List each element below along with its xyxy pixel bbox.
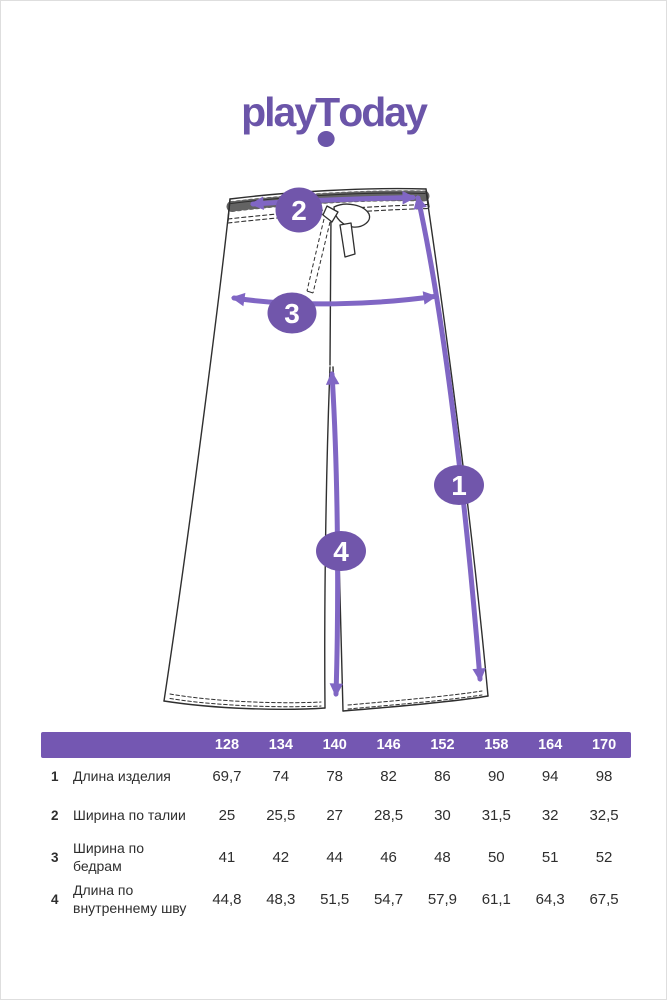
cell-value: 51	[541, 848, 559, 866]
cell-value: 44,8	[212, 890, 242, 908]
cell-value: 28,5	[373, 806, 404, 824]
cell-value: 98	[595, 767, 613, 785]
size-col-header: 140	[322, 737, 347, 753]
marker-label-4: 4	[333, 536, 349, 567]
row-label: Длина изделия	[73, 767, 171, 784]
pants-diagram: 2 3 1 4	[163, 187, 489, 712]
cell-value: 30	[434, 806, 451, 824]
brand-logo: playT oday	[1, 89, 666, 147]
row-label: Ширина по бедрам	[73, 839, 145, 874]
cell-value: 90	[487, 767, 505, 785]
row-number: 1	[51, 768, 59, 784]
table-row-hip: 3 Ширина по бедрам 41 42 44 46 48 50 51 …	[41, 836, 631, 878]
size-col-header: 164	[538, 737, 563, 753]
marker-label-2: 2	[291, 195, 307, 226]
cell-value: 25,5	[266, 806, 296, 824]
cell-value: 44	[326, 848, 344, 866]
cell-value: 27	[326, 806, 344, 824]
cell-value: 42	[272, 848, 290, 866]
size-col-header: 170	[591, 737, 617, 753]
cell-value: 61,1	[481, 890, 511, 908]
brand-logo-left: play	[241, 89, 317, 135]
cell-value: 25	[218, 806, 236, 824]
size-col-header: 128	[214, 737, 240, 753]
row-number: 3	[51, 849, 59, 865]
cell-value: 69,7	[212, 767, 242, 785]
marker-circle-1	[434, 465, 484, 505]
cell-value: 57,9	[427, 890, 458, 908]
size-table: 128 134 140 146 152 158 164 170 1 Длина …	[41, 732, 631, 920]
size-col-header: 146	[376, 737, 401, 753]
pants-outline	[163, 187, 489, 712]
cell-value: 51,5	[320, 890, 350, 908]
size-col-header: 152	[430, 737, 455, 753]
side-length-arrow	[413, 195, 486, 682]
brand-logo-dot-icon	[317, 131, 335, 147]
waist-width-arrow	[250, 190, 416, 210]
cell-value: 78	[326, 767, 344, 785]
row-number: 4	[51, 891, 59, 907]
marker-label-3: 3	[284, 298, 300, 329]
row-number: 2	[51, 807, 59, 823]
cell-value: 41	[218, 848, 236, 866]
marker-circle-2	[275, 187, 323, 233]
cell-value: 74	[272, 767, 290, 785]
cell-value: 48	[434, 848, 451, 866]
cell-value: 54,7	[373, 890, 404, 908]
cell-value: 64,3	[535, 890, 565, 908]
size-col-header: 158	[484, 737, 509, 753]
cell-value: 94	[541, 767, 559, 785]
hip-width-arrow	[231, 291, 437, 307]
brand-logo-t: T	[315, 92, 340, 147]
cell-value: 32,5	[589, 806, 619, 824]
row-label: Ширина по талии	[73, 806, 186, 823]
cell-value: 31,5	[481, 806, 511, 824]
cell-value: 32	[541, 806, 559, 824]
marker-circles: 2 3 1 4	[267, 187, 484, 571]
marker-circle-3	[267, 292, 317, 334]
cell-value: 86	[434, 767, 451, 785]
table-row-length: 1 Длина изделия 69,7 74 78 82 86 90 94 9…	[41, 758, 631, 794]
size-col-header: 134	[268, 737, 293, 753]
cell-value: 82	[380, 767, 397, 785]
cell-value: 52	[595, 848, 613, 866]
cell-value: 50	[487, 848, 505, 866]
measurement-arrows	[231, 190, 486, 697]
row-label: Длина по внутреннему шву	[73, 881, 187, 916]
marker-circle-4	[316, 531, 366, 571]
table-row-waist: 2 Ширина по талии 25 25,5 27 28,5 30 31,…	[41, 794, 631, 836]
brand-logo-right: oday	[338, 89, 428, 135]
table-row-inseam: 4 Длина по внутреннему шву 44,8 48,3 51,…	[41, 878, 631, 920]
cell-value: 48,3	[266, 890, 296, 908]
cell-value: 46	[380, 848, 397, 866]
marker-label-1: 1	[451, 470, 467, 501]
size-table-header: 128 134 140 146 152 158 164 170	[41, 732, 631, 758]
cell-value: 67,5	[589, 890, 619, 908]
